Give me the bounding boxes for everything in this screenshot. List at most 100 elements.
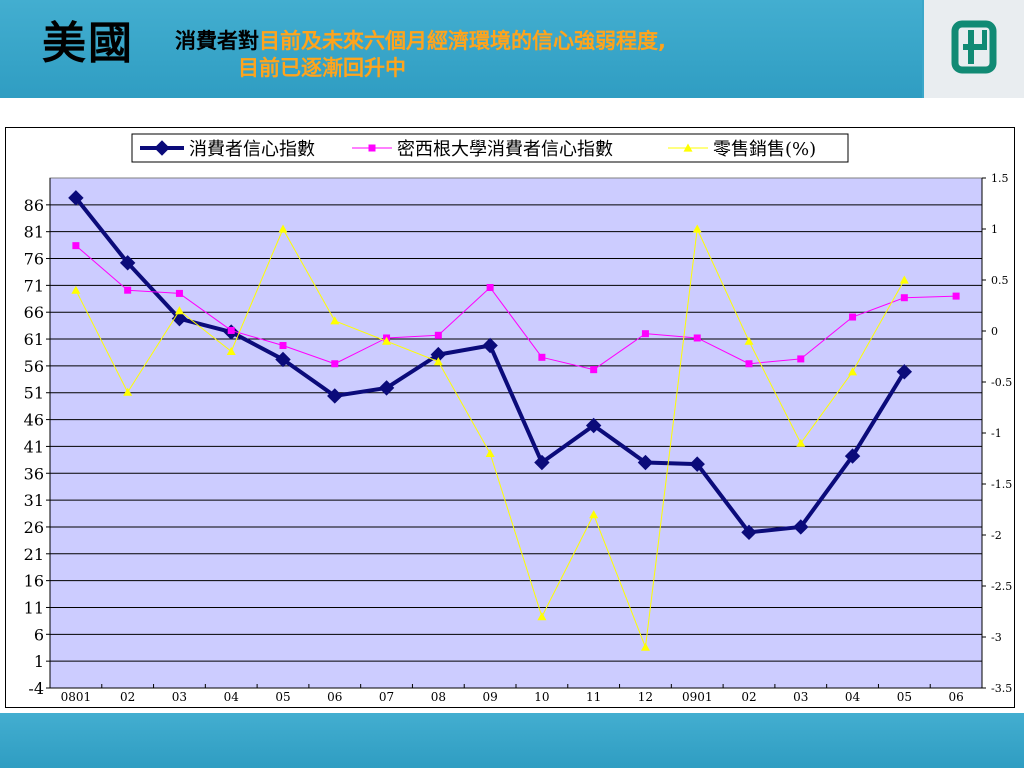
data-point-3-15: [848, 367, 858, 376]
y-tick-label: 41: [24, 437, 44, 456]
data-point-3-12: [692, 224, 702, 233]
data-point-2-15: [849, 313, 857, 321]
y-tick-label: 6: [34, 625, 44, 644]
data-point-1-16: [896, 364, 913, 380]
data-point-2-9: [538, 353, 546, 361]
data-point-1-11: [637, 454, 654, 471]
x-tick-label: 06: [948, 690, 963, 704]
data-point-1-4: [275, 351, 291, 368]
data-point-2-12: [693, 334, 701, 342]
x-tick-label: 10: [534, 690, 549, 704]
data-point-3-7: [433, 357, 443, 366]
y2-tick-label: 0.5: [991, 274, 1009, 287]
data-point-3-1: [123, 387, 133, 396]
y2-tick-label: -3: [991, 631, 1002, 644]
x-tick-label: 11: [586, 690, 601, 704]
legend-box: [131, 133, 849, 163]
data-point-3-11: [640, 642, 650, 651]
data-point-2-11: [641, 330, 649, 338]
chart-frame: 86 81 76 71 66 61 56 51 46 41 36 31 26 21 16 11 6 1 -4 1.5 1…: [5, 127, 1015, 708]
legend-label: 密西根大學消費者信心指數: [397, 139, 613, 160]
data-point-1-6: [378, 380, 395, 396]
axes: 8681767166615651464136312621161161-41.51…: [24, 172, 1013, 704]
data-point-1-5: [327, 388, 343, 404]
y-tick-label: 31: [24, 491, 44, 510]
y-tick-label: 66: [24, 303, 44, 322]
legend-entry-1: 消費者信心指數: [140, 139, 315, 160]
x-tick-label: 09: [482, 690, 497, 704]
data-point-3-0: [71, 285, 81, 294]
legend-swatch-marker: [154, 140, 170, 156]
data-point-1-0: [68, 190, 84, 206]
header-panel: [0, 0, 922, 98]
x-tick-label: 07: [379, 690, 394, 704]
y2-tick-label: -3.5: [991, 682, 1012, 695]
legend-swatch-marker: [368, 144, 376, 152]
y-tick-label: 11: [24, 598, 44, 617]
data-point-2-14: [797, 355, 805, 363]
x-tick-label: 02: [120, 690, 135, 704]
data-point-2-3: [227, 326, 235, 334]
title-highlight: 目前及未來六個月經濟環境的信心強弱程度,: [259, 29, 666, 53]
data-point-1-2: [171, 310, 188, 327]
data-point-3-10: [589, 510, 599, 519]
x-tick-label: 0801: [61, 690, 92, 704]
data-point-3-14: [796, 438, 806, 447]
y2-tick-label: -0.5: [991, 376, 1012, 389]
logo-box: [924, 0, 1024, 98]
data-point-3-9: [537, 612, 547, 621]
slide-title-line1: 消費者對目前及未來六個月經濟環境的信心強弱程度,: [175, 28, 666, 54]
y2-tick-label: -1.5: [991, 478, 1012, 491]
data-point-2-7: [434, 331, 442, 339]
x-tick-label: 05: [897, 690, 912, 704]
data-point-2-0: [72, 242, 80, 250]
y-tick-label: 76: [24, 250, 44, 269]
data-point-2-1: [124, 286, 132, 294]
x-tick-label: 03: [172, 690, 187, 704]
data-point-2-2: [175, 289, 183, 297]
y-tick-label: 36: [24, 464, 44, 483]
y2-tick-label: 1.5: [991, 172, 1009, 185]
data-point-2-4: [279, 341, 287, 349]
data-point-2-8: [486, 284, 494, 292]
data-point-1-8: [482, 337, 498, 354]
data-point-3-5: [330, 316, 340, 325]
x-tick-label: 12: [638, 690, 653, 704]
x-tick-label: 04: [224, 690, 240, 704]
y2-tick-label: 1: [991, 223, 998, 236]
data-point-3-2: [174, 306, 184, 315]
series-line-2: [75, 245, 957, 371]
footer-bar: [0, 713, 1024, 768]
y2-tick-label: -1: [991, 427, 1002, 440]
x-tick-label: 06: [327, 690, 342, 704]
legend-label: 消費者信心指數: [189, 139, 315, 160]
data-point-3-16: [899, 275, 909, 284]
data-point-1-13: [741, 524, 757, 541]
data-point-1-9: [534, 454, 550, 471]
data-point-2-5: [331, 360, 339, 368]
series-3: [71, 224, 909, 651]
data-point-1-14: [793, 519, 809, 535]
y2-tick-label: 0: [991, 325, 998, 338]
y-tick-label: 46: [24, 411, 44, 430]
series-1: [68, 190, 913, 541]
x-tick-label: 02: [741, 690, 756, 704]
series-2: [72, 242, 960, 374]
series-layer: [68, 190, 960, 651]
company-logo-icon: [951, 20, 997, 74]
data-point-3-13: [744, 336, 754, 345]
data-point-1-15: [844, 448, 861, 464]
data-point-1-1: [119, 255, 136, 271]
legend-swatch-marker: [683, 143, 693, 152]
data-point-1-12: [689, 456, 705, 472]
y-tick-label: -4: [28, 679, 44, 698]
legend-entry-3: 零售銷售(%): [668, 139, 816, 160]
y-tick-label: 21: [24, 545, 44, 564]
line-chart: 8681767166615651464136312621161161-41.51…: [24, 133, 1013, 704]
y-tick-label: 1: [34, 652, 44, 671]
legend-entry-2: 密西根大學消費者信心指數: [352, 139, 613, 160]
y-tick-label: 16: [24, 572, 44, 591]
y-tick-label: 86: [24, 196, 44, 215]
x-tick-label: 04: [845, 690, 861, 704]
x-tick-label: 05: [275, 690, 290, 704]
